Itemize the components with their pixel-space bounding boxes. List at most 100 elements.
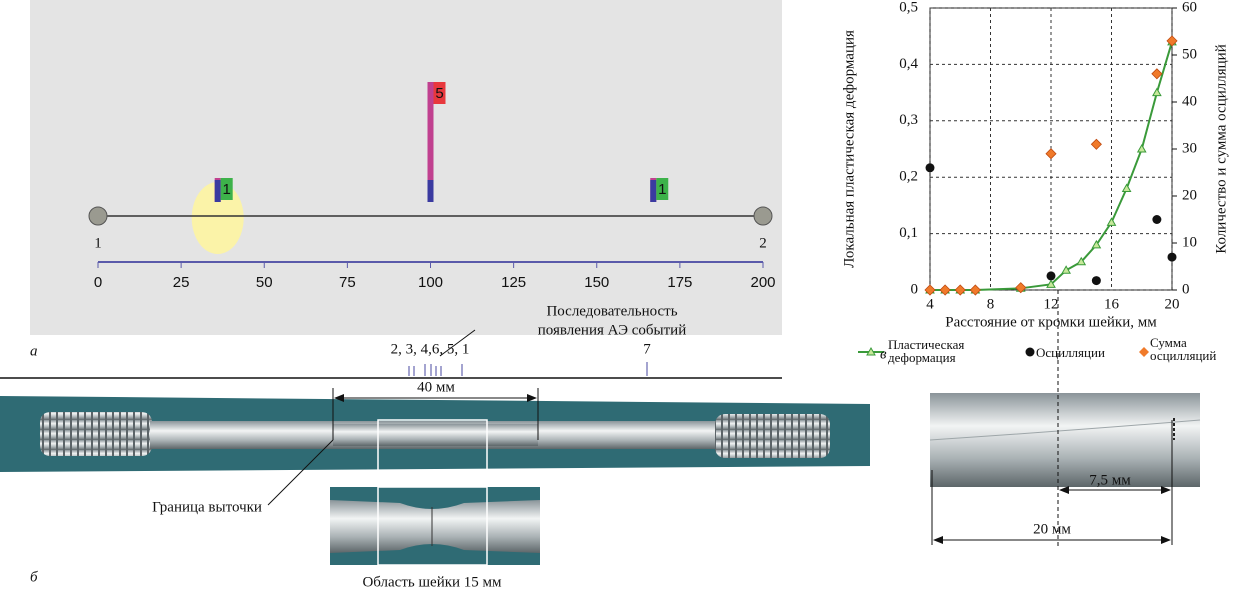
neck — [333, 424, 538, 446]
y2-tick-label: 60 — [1182, 0, 1197, 15]
sequence-title: Последовательность — [546, 303, 677, 319]
point — [1046, 279, 1056, 288]
sensor-label: 1 — [94, 235, 102, 251]
x-tick-label: 200 — [750, 274, 775, 291]
legend-label: Сумма осцилляций — [1150, 335, 1217, 363]
event-base — [214, 180, 221, 202]
legend-label: Осцилляции — [1036, 345, 1105, 360]
photo-shade — [929, 419, 1201, 441]
point — [1091, 276, 1101, 286]
point — [1167, 252, 1177, 262]
y-tick-label: 0,5 — [899, 0, 918, 15]
sensor-label: 2 — [759, 235, 767, 251]
panel-label: б — [30, 569, 38, 585]
y2-axis-label: Количество и сумма осцилляций — [1213, 44, 1229, 253]
panel-label: в — [880, 346, 887, 362]
sequence: 2, 3, 4,6, 5, 1 — [391, 341, 470, 357]
legend-swatch — [1025, 347, 1035, 357]
dimension-label: 20 мм — [1033, 521, 1071, 537]
y2-tick-label: 30 — [1182, 140, 1197, 156]
point — [1152, 87, 1162, 97]
leader — [439, 329, 476, 357]
event-bar — [427, 82, 434, 202]
sequence: 7 — [643, 341, 651, 357]
x-tick-label: 8 — [987, 296, 995, 312]
point — [925, 163, 935, 173]
leader — [267, 439, 334, 506]
specimen-photo — [930, 393, 1200, 487]
arrow — [1059, 486, 1069, 494]
x-tick-label: 25 — [173, 274, 190, 291]
point — [1091, 239, 1102, 249]
y2-tick-label: 40 — [1182, 93, 1197, 109]
point — [1046, 271, 1056, 281]
event-base — [427, 180, 434, 202]
arrow — [1161, 536, 1171, 544]
x-tick-label: 100 — [418, 274, 443, 291]
x-tick-label: 16 — [1104, 296, 1120, 312]
sensor — [88, 206, 108, 226]
point — [1152, 215, 1162, 224]
sensor — [753, 206, 773, 226]
point — [1166, 35, 1178, 47]
point — [1136, 143, 1147, 153]
arrow — [334, 394, 344, 402]
event-badge — [220, 178, 233, 200]
point — [1121, 183, 1132, 192]
point — [924, 284, 936, 296]
x-tick-label: 125 — [501, 274, 526, 291]
point — [1151, 68, 1163, 80]
x-tick-label: 75 — [339, 274, 356, 291]
x-tick-label: 4 — [926, 296, 934, 312]
event-count: 1 — [223, 181, 231, 198]
point — [1015, 282, 1027, 294]
legend-swatch — [866, 346, 876, 356]
panel-label: а — [30, 343, 38, 359]
y-tick-label: 0 — [911, 281, 919, 297]
arrow — [1161, 486, 1171, 494]
y2-tick-label: 10 — [1182, 234, 1197, 250]
y2-tick-label: 50 — [1182, 46, 1197, 62]
neck-frame — [377, 486, 488, 566]
dimension-label: 7,5 мм — [1089, 472, 1131, 488]
thread — [715, 414, 830, 458]
event-badge — [656, 178, 669, 200]
point — [1106, 217, 1117, 226]
locator: 1 2 0 25 50 75 100 125 150 175 200 1 5 1 — [88, 82, 776, 291]
x-tick-label: 12 — [1044, 296, 1059, 312]
arrow — [933, 536, 943, 544]
groove-label: Граница выточки — [152, 499, 262, 515]
y-axis-label: Локальная пластическая деформация — [841, 30, 857, 268]
event-count: 5 — [435, 85, 443, 102]
event-base — [650, 180, 657, 202]
x-axis-label: Расстояние от кромки шейки, мм — [945, 314, 1157, 330]
legend-swatch — [1139, 347, 1149, 357]
y-tick-label: 0,2 — [899, 169, 918, 185]
event-badge — [433, 82, 446, 104]
y-tick-label: 0,3 — [899, 112, 918, 128]
x-tick-label: 50 — [256, 274, 273, 291]
point — [1076, 256, 1087, 266]
x-tick-label: 20 — [1165, 296, 1180, 312]
neck-label: Область шейки 15 мм — [362, 574, 502, 590]
sequence-title: появления АЭ событий — [538, 322, 686, 338]
point — [1045, 148, 1057, 160]
y-tick-label: 0,1 — [899, 225, 918, 241]
y-tick-label: 0,4 — [899, 56, 918, 72]
point — [1061, 265, 1071, 274]
legend-label: Пластическая деформация — [888, 337, 965, 365]
locator-panel — [30, 0, 782, 335]
y2-tick-label: 0 — [1182, 281, 1190, 297]
point — [939, 284, 951, 296]
point — [1090, 138, 1102, 150]
y2-tick-label: 20 — [1182, 187, 1197, 203]
x-tick-label: 150 — [584, 274, 609, 291]
arrow — [527, 394, 537, 402]
sequence-ticks — [408, 362, 648, 376]
event-count: 1 — [658, 181, 666, 198]
x-tick-label: 175 — [667, 274, 692, 291]
point — [969, 284, 981, 296]
x-tick-label: 0 — [94, 274, 102, 291]
